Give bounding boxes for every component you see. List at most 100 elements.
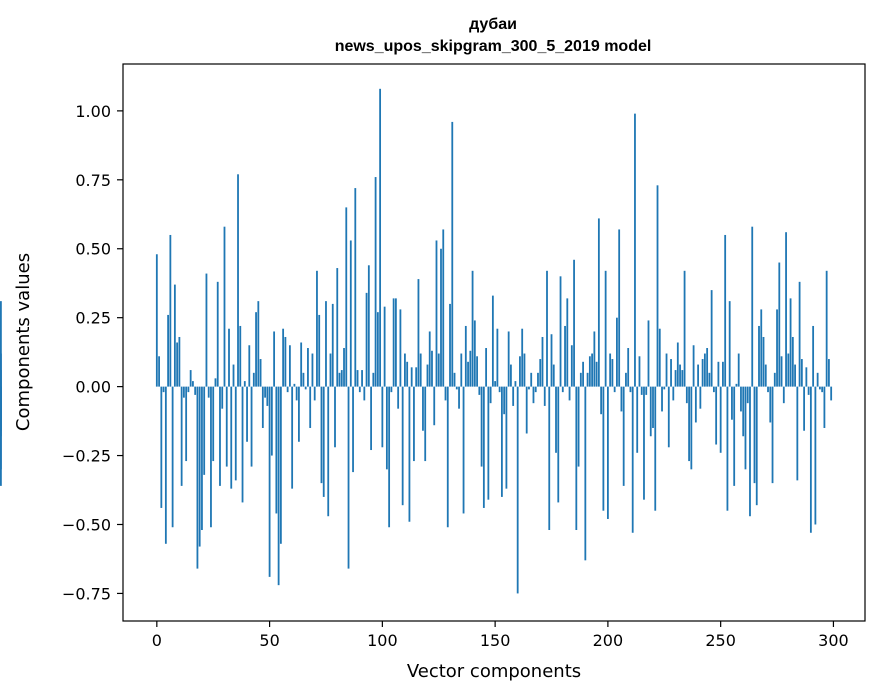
bar-component-192 [588,356,591,387]
bar-component-121 [428,331,431,387]
bar-component-79 [334,386,336,448]
bar-component-178 [557,386,560,503]
bar-component-7 [171,386,174,528]
bar-component-275 [776,309,778,387]
bar-component-293 [816,372,819,387]
bar-component-81 [338,372,341,387]
bar-component-241 [699,386,702,409]
bar-component-271 [767,386,769,393]
y-tick-label: 0.25 [75,309,111,328]
bar-component-141 [473,320,476,387]
bar-component-205 [618,229,621,387]
bar-component-66 [304,386,307,390]
bar-component-3 [162,386,165,393]
bar-component-203 [613,386,616,393]
bar-component-233 [681,370,684,387]
bar-component-117 [419,353,422,387]
bar-component-223 [658,328,661,387]
bar-component-106 [394,298,397,387]
bar-component-191 [586,372,589,387]
bar-component-228 [670,359,672,387]
bar-component-90 [358,386,361,393]
bar-component-2 [160,386,163,508]
bar-component-72 [318,314,321,387]
bar-component-104 [390,386,393,393]
bar-component-238 [692,345,695,387]
x-axis-ticks: 0 50 100 150 200 250 300 [152,621,849,650]
x-tick-label: 250 [705,631,736,650]
bar-component-243 [703,353,706,387]
bar-component-115 [415,367,418,387]
bar-component-288 [805,367,808,387]
bar-component-208 [625,372,627,387]
bar-component-26 [214,378,217,387]
bar-component-45 [257,301,260,387]
bar-component-105 [392,298,395,387]
bar-component-249 [717,361,720,387]
bar-component-230 [674,370,677,387]
bar-component-246 [710,290,713,387]
bar-component-42 [250,386,253,467]
bar-component-33 [230,386,233,489]
bar-component-68 [309,386,312,428]
bar-component-21 [203,386,206,475]
bar-component-63 [298,386,300,442]
bar-component-147 [487,386,490,500]
bar-component-167 [532,386,535,404]
bar-component-262 [746,386,749,404]
bar-component-153 [500,386,503,497]
bar-component-91 [361,370,363,387]
bar-component-83 [343,348,345,387]
bar-component-166 [530,372,533,387]
y-tick-label: 0.00 [75,378,111,397]
bar-component-236 [688,386,690,462]
bar-component-31 [225,386,228,467]
bar-component-294 [818,386,821,390]
bar-component-194 [593,331,596,387]
bar-component-297 [825,270,828,387]
bar-component-161 [519,356,521,387]
y-tick-label: −0.50 [62,515,111,534]
bar-component-256 [733,386,736,486]
bar-component-159 [514,381,517,387]
bar-component-151 [496,328,499,387]
bar-component-225 [663,386,666,390]
bar-component-270 [764,364,767,387]
bar-component-19 [198,386,201,547]
bar-component-267 [758,325,760,387]
bar-component-177 [555,386,557,453]
y-tick-label: 0.75 [75,171,111,190]
bar-component-179 [559,276,562,387]
x-tick-label: 0 [152,631,162,650]
bar-component-56 [282,328,285,387]
bar-component-199 [604,270,607,387]
bar-component-154 [503,386,506,415]
bar-component-75 [325,301,327,387]
bar-component-196 [597,218,600,387]
bar-component-28 [219,386,221,486]
bar-component-128 [444,386,447,401]
bar-component-217 [645,386,648,395]
bar-component-32 [228,328,230,387]
bar-component-92 [363,386,366,401]
bar-component-94 [367,265,370,387]
bar-component-221 [654,386,657,511]
bar-component-100 [381,386,384,448]
bar-component-130 [449,303,451,387]
bar-component-299 [830,386,833,401]
bar-component-235 [685,386,688,404]
bar-component-181 [564,325,566,387]
bar-component-8 [173,284,176,387]
bar-component-231 [676,342,679,387]
bar-component-278 [782,386,785,404]
bar-component-259 [740,386,742,412]
bar-component-169 [537,372,539,387]
bar-component-250 [719,386,722,453]
bar-component-286 [800,359,803,387]
bar-component-60 [291,386,294,489]
bar-component-171 [541,336,544,387]
bar-component-219 [649,386,652,437]
bar-component-78 [331,303,334,387]
bar-component-211 [631,386,634,533]
bar-component-111 [406,361,409,387]
